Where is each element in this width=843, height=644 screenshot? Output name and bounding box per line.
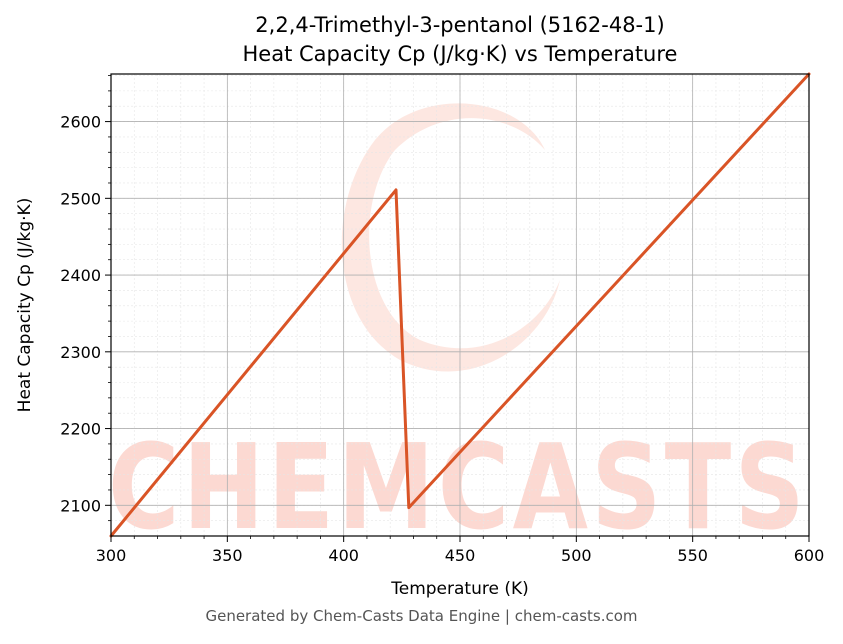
chart: CHEMCASTS 300 350 400 450 500 550 600 2100 2200…: [15, 13, 825, 599]
y-tick-label: 2400: [60, 266, 101, 285]
x-tick-label: 550: [677, 546, 708, 565]
y-tick-label: 2200: [60, 420, 101, 439]
series-layer: [109, 72, 811, 538]
chart-title: 2,2,4-Trimethyl-3-pentanol (5162-48-1): [255, 13, 664, 37]
y-axis-label: Heat Capacity Cp (J/kg·K): [15, 198, 35, 413]
watermark-swirl: [341, 103, 560, 372]
y-axis: 2100 2200 2300 2400 2500 2600: [60, 75, 111, 522]
x-tick-label: 300: [96, 546, 127, 565]
x-tick-label: 400: [328, 546, 359, 565]
x-tick-label: 500: [561, 546, 592, 565]
footer-credit: Generated by Chem-Casts Data Engine | ch…: [205, 607, 638, 625]
x-axis-label: Temperature (K): [390, 579, 529, 599]
x-tick-label: 600: [794, 546, 825, 565]
y-tick-label: 2100: [60, 496, 101, 515]
y-tick-label: 2500: [60, 189, 101, 208]
series-line: [109, 72, 811, 538]
x-axis: 300 350 400 450 500 550 600: [96, 536, 825, 565]
y-tick-label: 2600: [60, 113, 101, 132]
x-tick-label: 450: [445, 546, 476, 565]
major-grid: [110, 74, 810, 536]
x-tick-label: 350: [212, 546, 243, 565]
watermark: CHEMCASTS: [108, 103, 808, 556]
y-tick-label: 2300: [60, 343, 101, 362]
watermark-text: CHEMCASTS: [108, 418, 808, 556]
chart-subtitle: Heat Capacity Cp (J/kg·K) vs Temperature: [243, 42, 678, 66]
